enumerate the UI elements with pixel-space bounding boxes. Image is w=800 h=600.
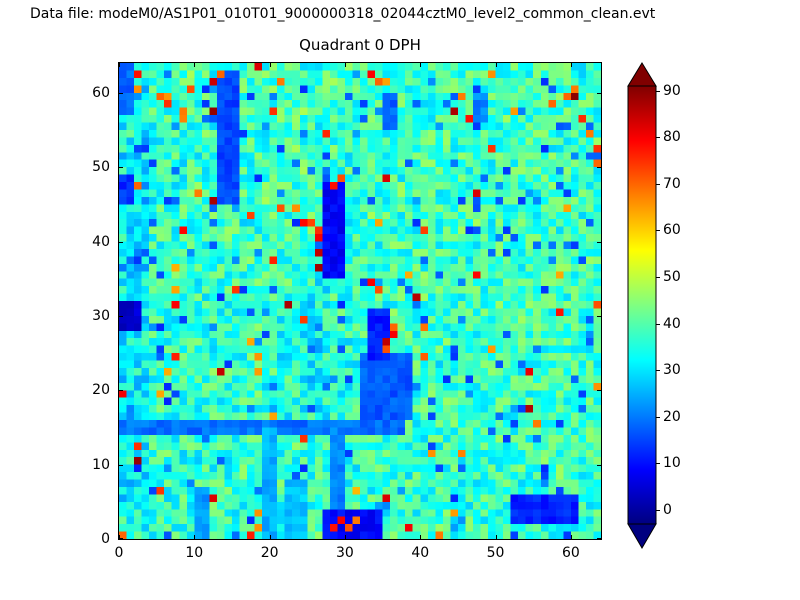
colorbar-tick-mark xyxy=(656,277,660,278)
x-tick-labels: 0 10 20 30 40 50 60 xyxy=(115,545,601,563)
colorbar-tick-mark xyxy=(656,370,660,371)
x-tick-mark xyxy=(344,535,346,539)
colorbar-tick-marks xyxy=(656,62,661,549)
colorbar-tick-mark xyxy=(656,510,660,511)
y-tick-mark xyxy=(119,390,123,392)
x-tick-mark xyxy=(194,63,196,67)
y-tick-label: 10 xyxy=(92,456,110,473)
x-tick-mark xyxy=(119,535,120,539)
x-tick-mark xyxy=(269,535,271,539)
x-tick-mark xyxy=(420,535,422,539)
colorbar-tick-mark xyxy=(656,230,660,231)
datafile-label: Data file: modeM0/AS1P01_010T01_90000003… xyxy=(30,6,656,22)
colorbar-tick-mark xyxy=(656,184,660,185)
y-tick-label: 20 xyxy=(92,382,110,399)
colorbar-tick-label: 50 xyxy=(663,269,681,286)
plot-area xyxy=(118,62,602,540)
heatmap-canvas xyxy=(119,63,601,539)
x-tick-label: 40 xyxy=(411,545,430,561)
y-tick-labels: 0 10 20 30 40 50 60 xyxy=(58,63,110,547)
y-tick-mark xyxy=(597,538,601,539)
colorbar xyxy=(627,62,657,549)
x-tick-mark xyxy=(495,535,497,539)
x-tick-mark xyxy=(269,63,271,67)
x-tick-mark xyxy=(344,63,346,67)
x-tick-mark xyxy=(570,535,572,539)
colorbar-tick-label: 60 xyxy=(663,222,681,239)
y-tick-mark xyxy=(597,167,601,169)
x-tick-label: 60 xyxy=(561,545,580,561)
colorbar-tick-mark xyxy=(656,417,660,418)
x-tick-mark xyxy=(194,535,196,539)
x-tick-mark xyxy=(495,63,497,67)
y-tick-mark xyxy=(597,315,601,317)
colorbar-gradient xyxy=(627,85,657,525)
colorbar-tick-label: 80 xyxy=(663,129,681,146)
colorbar-tick-label: 40 xyxy=(663,315,681,332)
x-tick-label: 10 xyxy=(185,545,204,561)
colorbar-tick-labels: 0 10 20 30 40 50 60 70 80 90 xyxy=(663,62,703,549)
colorbar-tick-label: 0 xyxy=(663,502,672,519)
x-tick-mark xyxy=(570,63,572,67)
y-tick-mark xyxy=(597,92,601,94)
y-tick-mark xyxy=(119,92,123,94)
y-tick-mark xyxy=(119,315,123,317)
y-tick-label: 50 xyxy=(92,159,110,176)
x-tick-mark xyxy=(119,63,120,67)
x-tick-mark xyxy=(420,63,422,67)
y-tick-mark xyxy=(119,241,123,243)
colorbar-tick-label: 10 xyxy=(663,455,681,472)
y-tick-mark xyxy=(119,167,123,169)
colorbar-tick-mark xyxy=(656,463,660,464)
colorbar-tick-mark xyxy=(656,324,660,325)
colorbar-tick-mark xyxy=(656,137,660,138)
x-tick-label: 30 xyxy=(336,545,354,561)
colorbar-bottom-arrow xyxy=(627,523,657,549)
colorbar-tick-label: 20 xyxy=(663,408,681,425)
y-tick-mark xyxy=(119,464,123,466)
y-tick-mark xyxy=(597,390,601,392)
y-tick-label: 60 xyxy=(92,84,110,101)
x-tick-label: 20 xyxy=(260,545,279,561)
plot-title: Quadrant 0 DPH xyxy=(299,36,421,54)
y-tick-mark xyxy=(597,464,601,466)
colorbar-top-arrow xyxy=(627,62,657,87)
y-tick-label: 30 xyxy=(92,307,110,324)
y-tick-label: 0 xyxy=(101,531,110,547)
colorbar-tick-mark xyxy=(656,91,660,92)
x-tick-label: 0 xyxy=(114,545,124,561)
x-tick-label: 50 xyxy=(486,545,505,561)
y-tick-label: 40 xyxy=(92,233,110,250)
colorbar-tick-label: 30 xyxy=(663,362,681,379)
y-tick-mark xyxy=(597,241,601,243)
colorbar-tick-label: 70 xyxy=(663,175,681,192)
colorbar-tick-label: 90 xyxy=(663,82,681,99)
y-tick-mark xyxy=(119,538,123,539)
